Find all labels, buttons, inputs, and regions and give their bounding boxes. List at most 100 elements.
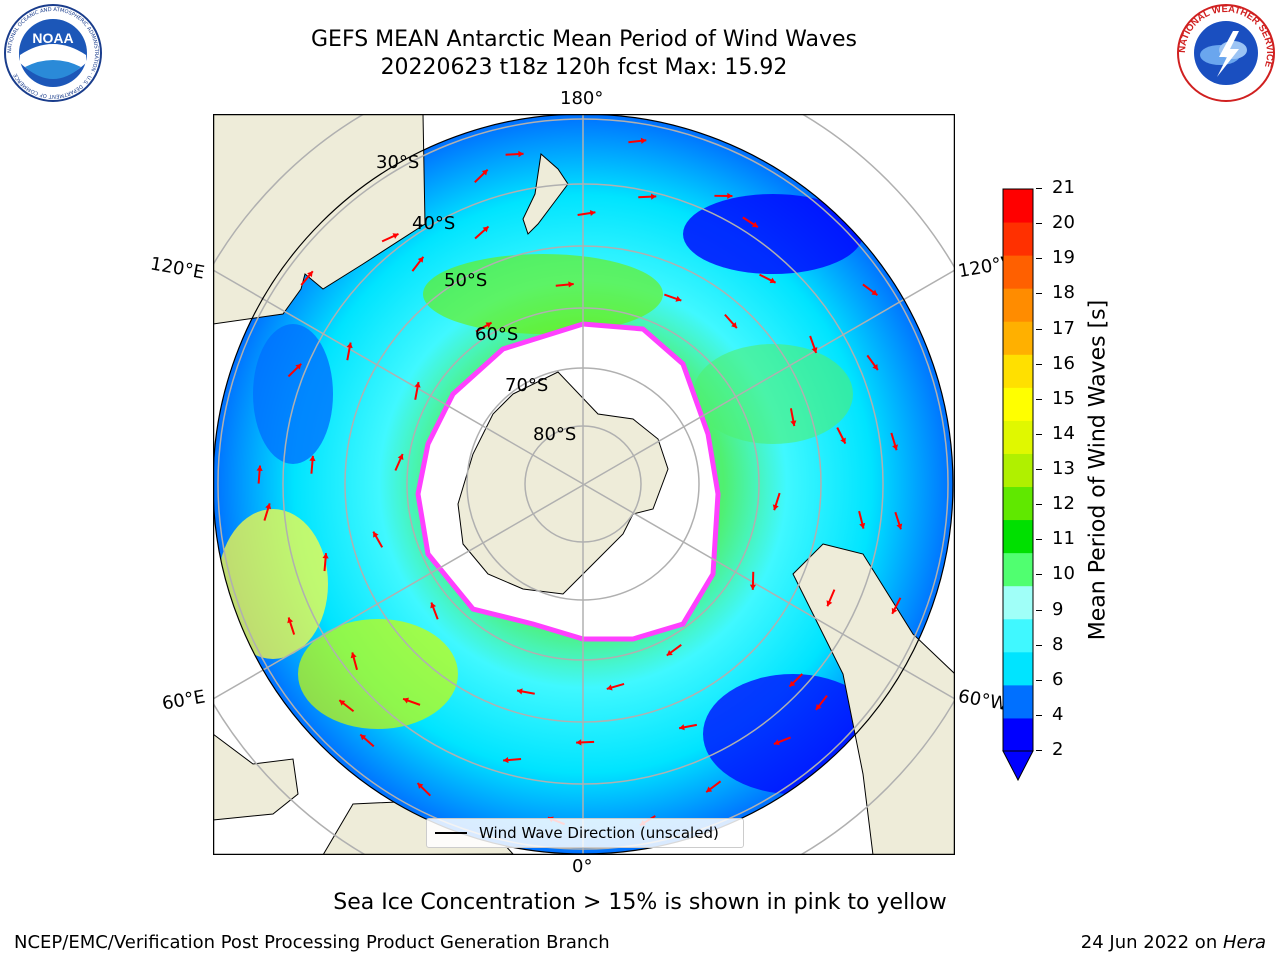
map-frame (213, 114, 955, 855)
colorbar-segment (1003, 519, 1033, 554)
colorbar-tick-label: 17 (1052, 317, 1075, 339)
wind-wave-arrow (789, 408, 797, 427)
colorbar-tick-mark (1036, 644, 1042, 646)
colorbar-segment (1003, 585, 1033, 620)
wind-wave-arrow (714, 192, 733, 200)
wind-wave-arrow (411, 256, 425, 272)
colorbar-tick-label: 4 (1052, 703, 1064, 725)
colorbar-ticks: 21 20 19 18 17 16 15 14 13 12 11 10 9 8 6 4 2 (1036, 0, 1096, 960)
wind-wave-arrow (773, 736, 791, 746)
footer-date: 24 Jun 2022 on Hera (1081, 932, 1266, 953)
wind-wave-arrow (516, 688, 535, 695)
colorbar-segment (1003, 717, 1033, 752)
footer-host: Hera (1222, 932, 1266, 953)
colorbar-tick-mark (1036, 363, 1042, 365)
wind-wave-arrow (759, 273, 777, 284)
chart-subtitle: 20220623 t18z 120h fcst Max: 15.92 (380, 55, 788, 80)
wind-wave-arrow (338, 699, 355, 713)
wind-wave-arrow (350, 652, 358, 671)
colorbar-title: Mean Period of Wind Waves [s] (1085, 299, 1111, 641)
wind-wave-arrow (866, 354, 879, 371)
colorbar-tick-label: 2 (1052, 739, 1064, 760)
footer-branch: NCEP/EMC/Verification Post Processing Pr… (14, 932, 610, 953)
colorbar-segment (1003, 189, 1033, 223)
lon-label-120e: 120°E (148, 253, 207, 284)
colorbar-tick-mark (1036, 293, 1042, 295)
colorbar-tick-mark (1036, 258, 1042, 260)
colorbar-tick-label: 6 (1052, 668, 1064, 690)
wind-wave-arrow (256, 465, 263, 484)
sea-ice-caption: Sea Ice Concentration > 15% is shown in … (333, 890, 947, 915)
wind-wave-arrow (394, 453, 404, 471)
wind-wave-arrow (474, 225, 490, 240)
wind-wave-arrow (809, 335, 818, 354)
colorbar-segment (1003, 387, 1033, 421)
lat-label-30s: 30°S (376, 152, 420, 173)
nws-logo: NATIONAL WEATHER SERVICE (1177, 4, 1275, 102)
colorbar-tick-label: 21 (1052, 177, 1075, 198)
colorbar-segment (1003, 651, 1033, 686)
colorbar-tick-mark (1036, 539, 1042, 541)
legend-line-swatch (435, 832, 467, 834)
lon-label-0: 0° (572, 856, 593, 877)
lat-label-50s: 50°S (444, 270, 488, 291)
colorbar-tick-mark (1036, 679, 1042, 681)
wind-wave-arrow (749, 571, 757, 590)
colorbar-tick-label: 16 (1052, 352, 1075, 374)
wind-wave-arrow (890, 432, 899, 451)
colorbar-segment (1003, 321, 1033, 355)
colorbar-tick-mark (1036, 574, 1042, 576)
lat-label-40s: 40°S (412, 213, 456, 234)
wind-wave-arrow (678, 723, 697, 731)
colorbar-segment (1003, 684, 1033, 719)
colorbar-tick-mark (1036, 223, 1042, 225)
new-zealand (522, 153, 569, 235)
colorbar-tick-label: 15 (1052, 387, 1075, 409)
wind-wave-arrow (666, 644, 682, 657)
wind-wave-arrow (555, 281, 574, 288)
colorbar-tick-mark (1036, 398, 1042, 400)
footer-date-text: 24 Jun 2022 on (1080, 932, 1223, 953)
colorbar-segment (1003, 288, 1033, 322)
wind-wave-arrow (372, 531, 384, 548)
lon-label-60e: 60°E (160, 686, 207, 715)
wind-wave-arrow (263, 503, 272, 521)
wind-wave-arrow (346, 342, 353, 361)
colorbar-tick-label: 18 (1052, 282, 1075, 304)
colorbar-tick-mark (1036, 750, 1042, 751)
wind-wave-arrow (862, 283, 879, 296)
colorbar-segment (1003, 453, 1033, 488)
wind-wave-arrow (628, 137, 647, 144)
colorbar-segment (1003, 255, 1033, 289)
colorbar-tick-label: 13 (1052, 458, 1075, 479)
polar-map (213, 114, 955, 855)
wind-wave-arrow (287, 363, 302, 378)
wind-arrows (256, 137, 903, 827)
colorbar-tick-mark (1036, 504, 1042, 506)
wind-wave-arrow (430, 602, 439, 620)
wind-wave-arrow (402, 697, 421, 706)
colorbar-tick-mark (1036, 328, 1042, 330)
wind-wave-arrow (576, 739, 595, 746)
colorbar-segment (1003, 222, 1033, 256)
wind-wave-arrow (287, 617, 296, 635)
colorbar-segment (1003, 354, 1033, 388)
wind-wave-arrow (300, 270, 314, 286)
noaa-logo: NOAA NATIONAL OCEANIC AND ATMOSPHERIC AD… (4, 4, 102, 102)
wind-wave-arrow (322, 553, 329, 572)
colorbar-frame (1002, 188, 1034, 752)
wind-wave-arrow (705, 780, 722, 793)
wind-wave-arrow (359, 733, 375, 748)
colorbar (1002, 188, 1034, 782)
map-legend: Wind Wave Direction (unscaled) (426, 818, 744, 848)
colorbar-tick-mark (1036, 433, 1042, 435)
colorbar-extend-triangle (1002, 750, 1034, 782)
colorbar-segment (1003, 618, 1033, 653)
wind-wave-arrow (577, 209, 596, 217)
noaa-logo-text: NOAA (32, 30, 73, 46)
colorbar-tick-mark (1036, 188, 1042, 189)
high-period-patch-northeast (693, 344, 853, 444)
wind-wave-arrow (414, 381, 421, 400)
wind-wave-arrow (742, 216, 759, 228)
wind-wave-arrow (891, 597, 902, 615)
